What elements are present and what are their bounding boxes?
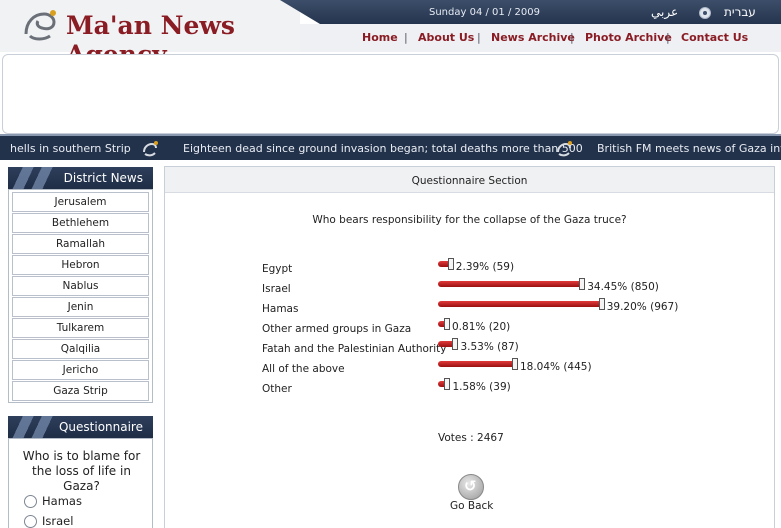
language-radio[interactable]	[699, 7, 711, 19]
poll-question: Who bears responsibility for the collaps…	[312, 214, 627, 226]
district-item-ramallah[interactable]: Ramallah	[12, 234, 149, 254]
district-item-bethlehem[interactable]: Bethlehem	[12, 213, 149, 233]
poll-result-value: 18.04% (445)	[519, 361, 592, 373]
ticker-item[interactable]: British FM meets news of Gaza invas	[597, 142, 781, 155]
nav-bar	[300, 24, 781, 52]
ticker-item[interactable]: hells in southern Strip	[10, 142, 131, 155]
district-item-gaza-strip[interactable]: Gaza Strip	[12, 381, 149, 401]
poll-bar-fill	[438, 301, 599, 307]
top-bar	[280, 0, 781, 24]
poll-bar-cap	[511, 358, 518, 370]
maan-logo-icon	[557, 141, 572, 157]
poll-bar-fill	[438, 341, 453, 347]
lang-arabic-link[interactable]: عربي	[651, 5, 679, 19]
poll-result-value: 34.45% (850)	[587, 281, 659, 293]
option-label-hamas[interactable]: Hamas	[42, 494, 82, 508]
nav-separator: |	[404, 31, 408, 44]
header-stripe-decoration	[12, 167, 56, 189]
poll-bar-cap	[447, 258, 454, 270]
ticker-item[interactable]: Eighteen dead since ground invasion bega…	[183, 142, 583, 155]
nav-home[interactable]: Home	[362, 31, 398, 44]
go-back-link[interactable]: Go Back	[450, 500, 494, 512]
poll-bar-fill	[438, 381, 445, 387]
poll-bar-cap	[444, 318, 450, 330]
district-news-header: District News	[8, 167, 153, 189]
section-title: Questionnaire Section	[411, 175, 528, 187]
poll-bar-fill	[438, 321, 444, 327]
poll-result-value: 0.81% (20)	[452, 321, 511, 333]
questionnaire-question: Who is to blame for the loss of life in …	[22, 449, 141, 493]
poll-result-value: 1.58% (39)	[452, 381, 511, 393]
site-header: Ma'an News Agency Sunday 04 / 01 / 2009 …	[0, 0, 781, 69]
logo-area: Ma'an News Agency	[0, 0, 300, 69]
poll-answer-label: Fatah and the Palestinian Authority	[262, 343, 447, 355]
poll-result-value: 2.39% (59)	[455, 261, 515, 273]
header-stripe-decoration	[12, 416, 56, 438]
district-news-title: District News	[63, 171, 143, 185]
current-date: Sunday 04 / 01 / 2009	[429, 7, 540, 18]
poll-bar-cap	[444, 378, 451, 390]
nav-contact-us[interactable]: Contact Us	[681, 31, 749, 44]
go-back-icon[interactable]	[458, 474, 484, 500]
nav-news-archive[interactable]: News Archive	[491, 31, 575, 44]
questionnaire-box: Who is to blame for the loss of life in …	[8, 438, 153, 528]
district-item-jenin[interactable]: Jenin	[12, 297, 149, 317]
option-label-israel[interactable]: Israel	[42, 514, 74, 528]
district-news-list: Jerusalem Bethlehem Ramallah Hebron Nabl…	[8, 189, 153, 403]
section-title-bar: Questionnaire Section	[165, 167, 774, 193]
questionnaire-title: Questionnaire	[58, 420, 143, 434]
district-item-tulkarem[interactable]: Tulkarem	[12, 318, 149, 338]
district-item-hebron[interactable]: Hebron	[12, 255, 149, 275]
nav-photo-archive[interactable]: Photo Archive	[585, 31, 672, 44]
poll-result-value: 39.20% (967)	[606, 301, 679, 313]
poll-answer-label: Other armed groups in Gaza	[262, 323, 412, 335]
nav-separator: |	[477, 31, 481, 44]
poll-answer-label: Hamas	[262, 303, 299, 315]
poll-bar-cap	[598, 298, 605, 310]
district-item-qalqilia[interactable]: Qalqilia	[12, 339, 149, 359]
maan-logo-icon	[143, 141, 158, 157]
news-ticker: hells in southern Strip Eighteen dead si…	[0, 134, 781, 160]
poll-result-value: 3.53% (87)	[460, 341, 519, 353]
poll-answer-label: All of the above	[262, 363, 345, 375]
nav-separator: |	[666, 31, 670, 44]
poll-answer-label: Other	[262, 383, 292, 395]
poll-bar-fill	[438, 261, 448, 267]
maan-logo-icon[interactable]	[20, 6, 60, 46]
district-item-nablus[interactable]: Nablus	[12, 276, 149, 296]
radio-hamas[interactable]	[24, 495, 37, 508]
ad-banner[interactable]	[2, 54, 779, 134]
questionnaire-header: Questionnaire	[8, 416, 153, 438]
questionnaire-section: Questionnaire Section Who bears responsi…	[164, 166, 775, 528]
district-item-jerusalem[interactable]: Jerusalem	[12, 192, 149, 212]
district-item-jericho[interactable]: Jericho	[12, 360, 149, 380]
lang-hebrew-link[interactable]: עברית	[724, 5, 756, 19]
radio-israel[interactable]	[24, 515, 37, 528]
poll-bar-cap	[452, 338, 459, 350]
poll-bar-fill	[438, 361, 512, 367]
poll-bar-cap	[579, 278, 586, 290]
poll-answer-label: Egypt	[262, 263, 293, 275]
nav-separator: |	[570, 31, 574, 44]
poll-bar-fill	[438, 281, 580, 287]
vote-count: Votes : 2467	[438, 432, 504, 444]
poll-answer-label: Israel	[262, 283, 291, 295]
nav-about-us[interactable]: About Us	[418, 31, 475, 44]
